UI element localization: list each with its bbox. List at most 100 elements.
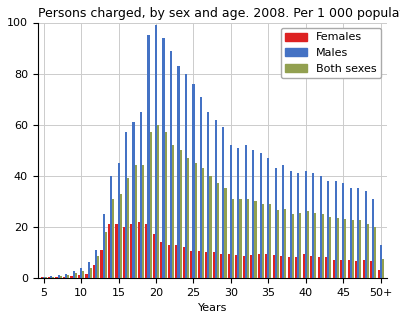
Bar	[222, 127, 224, 278]
Bar	[75, 273, 77, 278]
Bar	[224, 188, 226, 278]
Bar	[86, 274, 88, 278]
Bar	[100, 250, 102, 278]
Bar	[183, 247, 185, 278]
Bar	[127, 178, 129, 278]
Bar	[88, 262, 90, 278]
Bar	[97, 256, 99, 278]
Bar	[70, 276, 72, 278]
X-axis label: Years: Years	[198, 303, 227, 313]
Bar	[232, 199, 234, 278]
Bar	[164, 132, 167, 278]
Bar	[318, 257, 320, 278]
Bar	[237, 148, 240, 278]
Bar	[277, 210, 279, 278]
Bar	[120, 194, 122, 278]
Bar	[192, 84, 194, 278]
Bar	[337, 218, 339, 278]
Bar	[58, 275, 60, 278]
Bar	[217, 183, 219, 278]
Bar	[130, 224, 132, 278]
Bar	[210, 176, 212, 278]
Bar	[342, 183, 344, 278]
Bar	[267, 158, 270, 278]
Bar	[40, 277, 43, 278]
Bar	[243, 256, 245, 278]
Bar	[378, 270, 380, 278]
Bar	[90, 268, 92, 278]
Bar	[288, 257, 290, 278]
Bar	[250, 255, 252, 278]
Bar	[170, 51, 172, 278]
Bar	[297, 173, 299, 278]
Bar	[185, 74, 187, 278]
Bar	[140, 112, 142, 278]
Bar	[344, 219, 346, 278]
Bar	[372, 199, 374, 278]
Bar	[228, 253, 230, 278]
Bar	[155, 25, 157, 278]
Bar	[213, 252, 215, 278]
Bar	[145, 224, 148, 278]
Bar	[262, 204, 264, 278]
Bar	[247, 199, 249, 278]
Bar	[162, 38, 164, 278]
Bar	[320, 176, 322, 278]
Bar	[105, 232, 107, 278]
Bar	[178, 66, 180, 278]
Bar	[270, 204, 272, 278]
Bar	[220, 253, 222, 278]
Bar	[265, 253, 267, 278]
Bar	[367, 224, 369, 278]
Bar	[370, 261, 372, 278]
Bar	[295, 257, 297, 278]
Bar	[200, 97, 202, 278]
Bar	[240, 199, 242, 278]
Bar	[138, 222, 140, 278]
Bar	[190, 251, 192, 278]
Bar	[359, 220, 361, 278]
Bar	[168, 244, 170, 278]
Bar	[72, 271, 75, 278]
Bar	[148, 35, 150, 278]
Bar	[207, 112, 210, 278]
Bar	[125, 132, 127, 278]
Bar	[327, 181, 329, 278]
Bar	[215, 119, 217, 278]
Bar	[310, 256, 312, 278]
Bar	[175, 244, 178, 278]
Bar	[43, 276, 45, 278]
Legend: Females, Males, Both sexes: Females, Males, Both sexes	[280, 28, 381, 78]
Bar	[245, 145, 247, 278]
Bar	[362, 260, 365, 278]
Bar	[280, 256, 282, 278]
Bar	[132, 122, 134, 278]
Bar	[230, 145, 232, 278]
Bar	[60, 276, 62, 278]
Text: Persons charged, by sex and age. 2008. Per 1 000 population: Persons charged, by sex and age. 2008. P…	[38, 7, 400, 20]
Bar	[78, 275, 80, 278]
Bar	[314, 213, 316, 278]
Bar	[160, 242, 162, 278]
Bar	[112, 199, 114, 278]
Bar	[282, 165, 284, 278]
Bar	[299, 213, 302, 278]
Bar	[329, 217, 332, 278]
Bar	[123, 227, 125, 278]
Bar	[352, 220, 354, 278]
Bar	[48, 277, 50, 278]
Bar	[52, 276, 54, 278]
Bar	[333, 260, 335, 278]
Bar	[108, 224, 110, 278]
Bar	[82, 271, 84, 278]
Bar	[235, 255, 237, 278]
Bar	[202, 168, 204, 278]
Bar	[322, 214, 324, 278]
Bar	[116, 224, 118, 278]
Bar	[303, 253, 305, 278]
Bar	[260, 153, 262, 278]
Bar	[95, 250, 97, 278]
Bar	[252, 150, 254, 278]
Bar	[312, 173, 314, 278]
Bar	[194, 163, 196, 278]
